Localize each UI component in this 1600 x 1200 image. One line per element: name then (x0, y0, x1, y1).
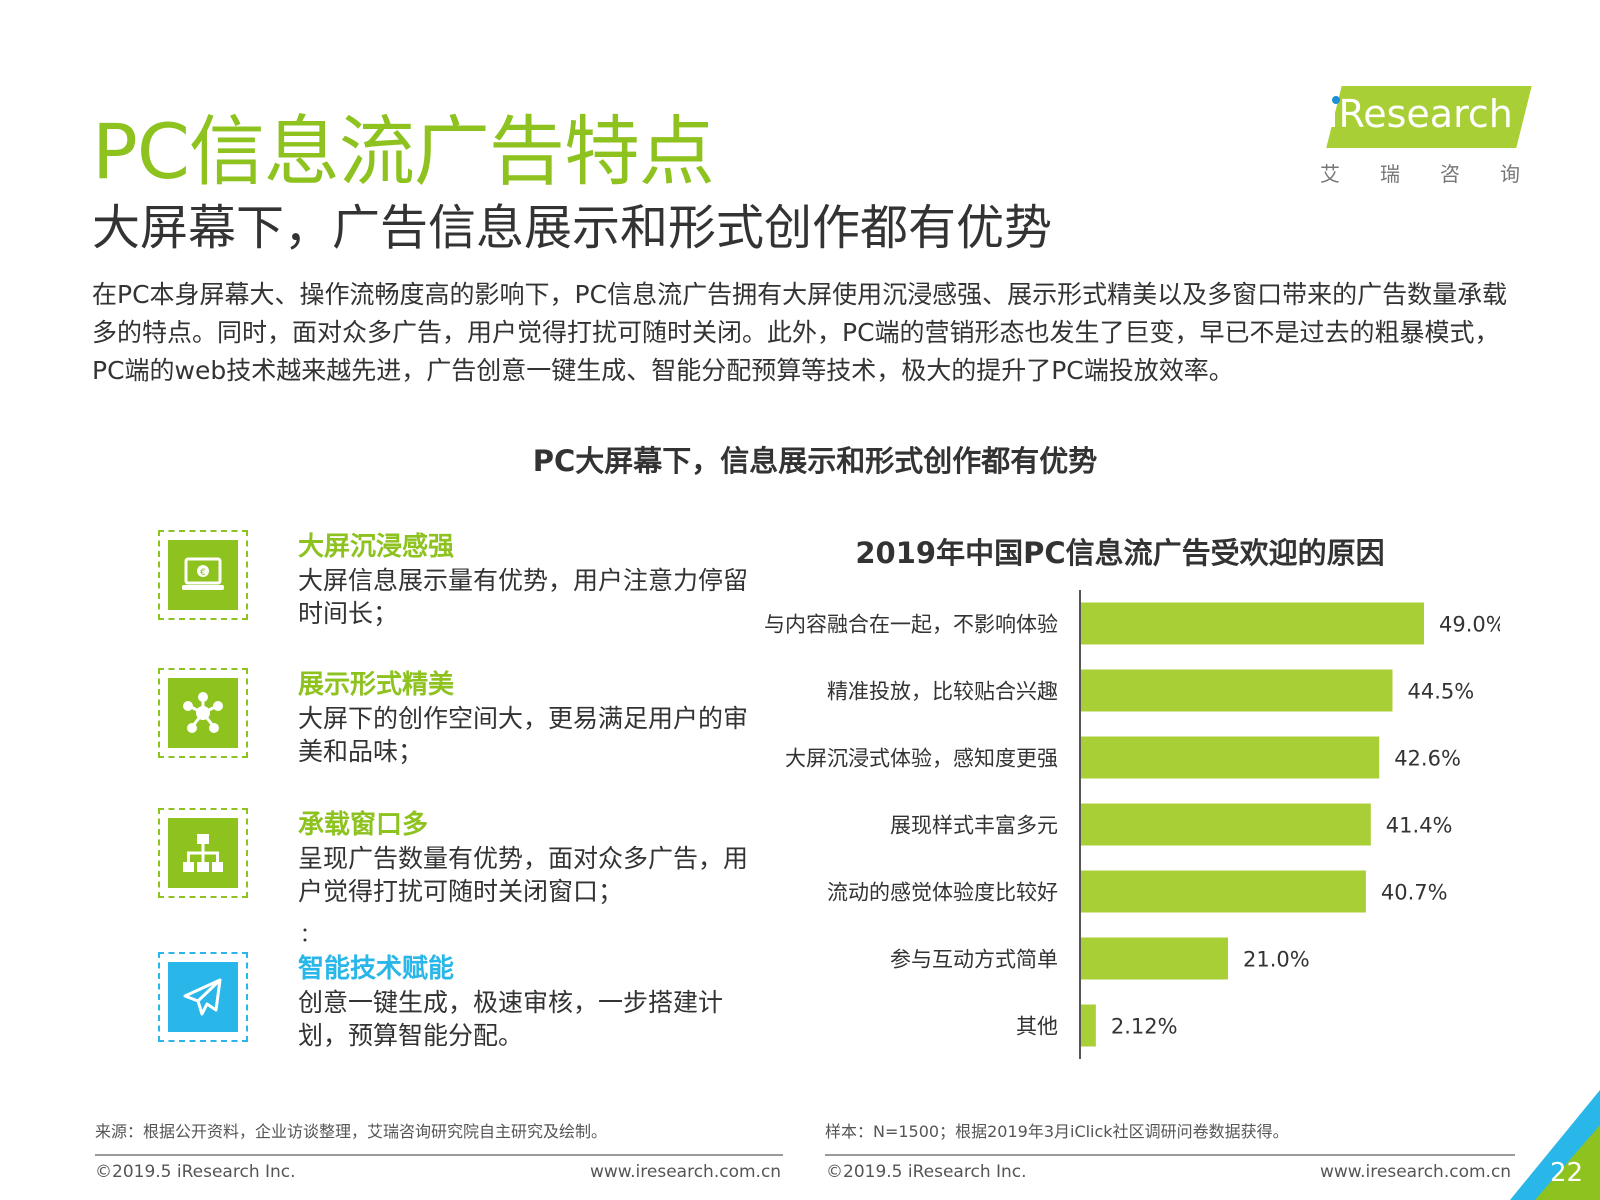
hierarchy-icon (183, 834, 223, 872)
feature-item-smart-tech: 智能技术赋能 创意一键生成，极速审核，一步搭建计划，预算智能分配。 (158, 952, 758, 1082)
chart-title: 2019年中国PC信息流广告受欢迎的原因 (855, 536, 1385, 570)
bar (1081, 937, 1228, 980)
feature-icon-frame (158, 952, 248, 1042)
logo-cn-char: 艾 (1320, 162, 1340, 186)
bar (1081, 669, 1393, 712)
logo-cn-char: 瑞 (1380, 162, 1400, 186)
bar (1081, 803, 1371, 846)
copyright-right: ©2019.5 iResearch Inc. (826, 1162, 1027, 1182)
category-label: 其他 (1016, 1015, 1058, 1039)
feature-title: 承载窗口多 (298, 810, 429, 840)
page-title: PC信息流广告特点 (92, 107, 715, 196)
feature-desc: 呈现广告数量有优势，面对众多广告，用户觉得打扰可随时关闭窗口； (298, 844, 749, 906)
svg-text:€: € (200, 568, 206, 578)
feature-item-display: 展示形式精美 大屏下的创作空间大，更易满足用户的审美和品味； (158, 668, 758, 798)
iresearch-logo: iResearch 艾 瑞 咨 询 (1320, 86, 1532, 187)
source-note-right: 样本：N=1500；根据2019年3月iClick社区调研问卷数据获得。 (825, 1122, 1289, 1141)
value-label: 2.12% (1111, 1015, 1178, 1039)
bar (1081, 736, 1380, 779)
value-label: 49.0% (1439, 613, 1500, 637)
feature-desc: 创意一键生成，极速审核，一步搭建计划，预算智能分配。 (298, 988, 724, 1050)
website-link-left[interactable]: www.iresearch.com.cn (590, 1162, 782, 1182)
category-label: 与内容融合在一起，不影响体验 (764, 613, 1058, 637)
source-note-left: 来源：根据公开资料，企业访谈整理，艾瑞咨询研究院自主研究及绘制。 (95, 1122, 608, 1141)
bar (1081, 1004, 1096, 1047)
logo-chinese-name: 艾 瑞 咨 询 (1320, 158, 1520, 187)
page-number: 22 (1550, 1158, 1584, 1188)
value-label: 44.5% (1408, 680, 1475, 704)
category-label: 参与互动方式简单 (890, 948, 1058, 972)
network-nodes-icon (183, 692, 223, 733)
bar (1081, 602, 1424, 645)
logo-cn-char: 询 (1500, 162, 1520, 186)
feature-item-immersive: € 大屏沉浸感强 大屏信息展示量有优势，用户注意力停留时间长； (158, 530, 758, 660)
category-label: 大屏沉浸式体验，感知度更强 (785, 747, 1058, 771)
category-label: 流动的感觉体验度比较好 (827, 881, 1058, 905)
category-label: 展现样式丰富多元 (890, 814, 1058, 838)
stray-mark: ： (300, 922, 320, 946)
feature-title: 大屏沉浸感强 (298, 532, 455, 562)
feature-desc: 大屏信息展示量有优势，用户注意力停留时间长； (298, 566, 749, 628)
value-label: 21.0% (1243, 948, 1310, 972)
feature-icon-frame: € (158, 530, 248, 620)
page-subtitle: 大屏幕下，广告信息展示和形式创作都有优势 (92, 200, 1053, 256)
logo-wordmark: iResearch (1328, 92, 1513, 136)
value-label: 41.4% (1386, 814, 1453, 838)
section-title: PC大屏幕下，信息展示和形式创作都有优势 (532, 444, 1098, 478)
footer-divider-left (95, 1154, 783, 1156)
paper-plane-icon (183, 978, 222, 1016)
footer-divider-right (825, 1154, 1515, 1156)
value-label: 42.6% (1394, 747, 1461, 771)
feature-icon-frame (158, 668, 248, 758)
feature-title: 智能技术赋能 (298, 954, 455, 984)
value-label: 40.7% (1381, 881, 1448, 905)
bar-chart: 与内容融合在一起，不影响体验 49.0% 精准投放，比较贴合兴趣 44.5% 大屏沉浸式… (764, 590, 1500, 1059)
logo-dot-icon (1332, 96, 1340, 104)
feature-desc: 大屏下的创作空间大，更易满足用户的审美和品味； (298, 704, 749, 766)
logo-cn-char: 咨 (1440, 162, 1460, 186)
intro-paragraph: 在PC本身屏幕大、操作流畅度高的影响下，PC信息流广告拥有大屏使用沉浸感强、展示… (92, 280, 1508, 385)
bar (1081, 870, 1366, 913)
laptop-euro-icon: € (182, 557, 224, 590)
website-link-right[interactable]: www.iresearch.com.cn (1320, 1162, 1512, 1182)
copyright-left: ©2019.5 iResearch Inc. (95, 1162, 296, 1182)
feature-item-windows: 承载窗口多 呈现广告数量有优势，面对众多广告，用户觉得打扰可随时关闭窗口； (158, 808, 758, 938)
feature-icon-frame (158, 808, 248, 898)
feature-title: 展示形式精美 (298, 670, 455, 700)
corner-decoration (1510, 1090, 1600, 1200)
category-label: 精准投放，比较贴合兴趣 (827, 680, 1058, 704)
